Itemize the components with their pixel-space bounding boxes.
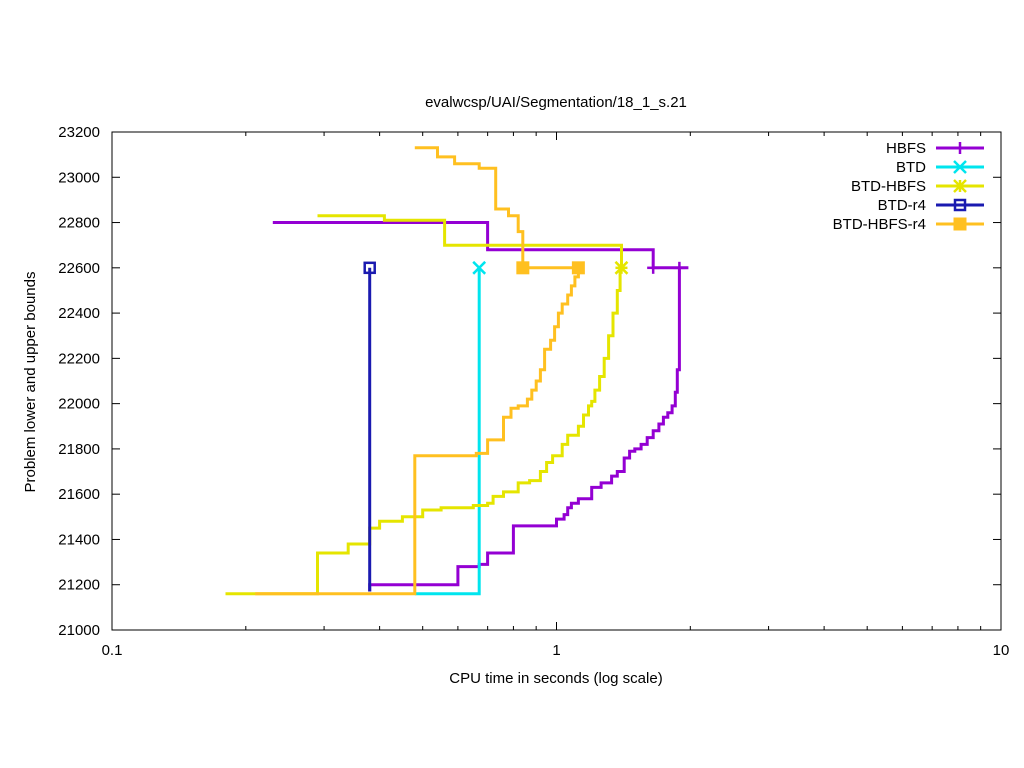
legend-label: BTD-r4 — [878, 197, 926, 214]
plot-frame — [111, 131, 1002, 631]
lower-bound-line — [368, 267, 681, 592]
data-point-marker — [516, 261, 530, 275]
y-tick-label: 22800 — [58, 215, 100, 232]
series-btd-hbfs-r4 — [255, 146, 585, 596]
y-axis-label: Problem lower and upper bounds — [22, 272, 39, 493]
lower-bound-line — [225, 267, 622, 596]
y-tick-label: 21600 — [58, 486, 100, 503]
y-tick-label: 22200 — [58, 350, 100, 367]
marker-stroke — [363, 261, 376, 275]
marker-stroke — [953, 217, 967, 231]
lower-bound-line — [255, 267, 580, 596]
series-btd — [414, 260, 487, 596]
series-btd-hbfs — [225, 214, 629, 596]
data-point-marker — [472, 260, 487, 275]
chart-title: evalwcsp/UAI/Segmentation/18_1_s.21 — [425, 94, 687, 111]
marker-stroke — [472, 260, 487, 275]
data-point-marker — [953, 198, 967, 212]
legend-label: BTD — [896, 159, 926, 176]
legend-label: HBFS — [886, 140, 926, 157]
x-axis-label: CPU time in seconds (log scale) — [449, 670, 662, 687]
series-btd-r4 — [363, 261, 376, 592]
legend-label: BTD-HBFS — [851, 178, 926, 195]
y-tick-label: 22600 — [58, 260, 100, 277]
marker-stroke — [953, 198, 967, 212]
data-point-marker — [954, 142, 966, 154]
y-tick-label: 21400 — [58, 531, 100, 548]
data-point-marker — [953, 160, 967, 174]
y-tick-label: 22000 — [58, 396, 100, 413]
y-tick-label: 22400 — [58, 305, 100, 322]
marker-stroke — [571, 261, 585, 275]
legend-label: BTD-HBFS-r4 — [833, 216, 926, 233]
data-point-marker — [363, 261, 376, 275]
x-tick-label: 10 — [993, 642, 1010, 659]
y-tick-label: 21200 — [58, 577, 100, 594]
y-tick-label: 21800 — [58, 441, 100, 458]
y-tick-label: 21000 — [58, 622, 100, 639]
series-hbfs — [272, 221, 689, 592]
data-point-marker — [647, 261, 660, 274]
x-tick-label: 0.1 — [102, 642, 123, 659]
upper-bound-line — [317, 214, 623, 268]
data-point-marker — [953, 179, 967, 193]
data-point-marker — [673, 261, 686, 274]
y-tick-label: 23000 — [58, 169, 100, 186]
x-tick-label: 1 — [552, 642, 560, 659]
marker-stroke — [614, 260, 629, 275]
plot-area: 21000 21200 21400 21600 21800 22000 22200 22400… — [58, 124, 1009, 659]
data-point-marker — [614, 260, 629, 275]
data-point-marker — [953, 217, 967, 231]
y-tick-label: 23200 — [58, 124, 100, 141]
data-point-marker — [571, 261, 585, 275]
legend: HBFS BTD BTD-HBFS BTD-r4 BTD-HBFS-r4 — [833, 140, 984, 233]
lower-bound-line — [414, 267, 481, 596]
marker-stroke — [516, 261, 530, 275]
upper-bound-line — [414, 146, 579, 270]
marker-stroke — [953, 179, 967, 193]
marker-stroke — [953, 160, 967, 174]
